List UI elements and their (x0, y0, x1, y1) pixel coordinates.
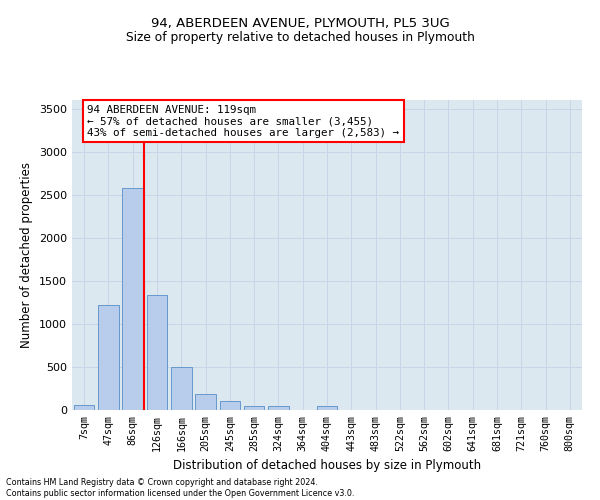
Text: Contains HM Land Registry data © Crown copyright and database right 2024.
Contai: Contains HM Land Registry data © Crown c… (6, 478, 355, 498)
Bar (195, 394, 216, 410)
Text: 94 ABERDEEN AVENUE: 119sqm
← 57% of detached houses are smaller (3,455)
43% of s: 94 ABERDEEN AVENUE: 119sqm ← 57% of deta… (88, 104, 400, 138)
Text: 94, ABERDEEN AVENUE, PLYMOUTH, PL5 3UG: 94, ABERDEEN AVENUE, PLYMOUTH, PL5 3UG (151, 18, 449, 30)
Y-axis label: Number of detached properties: Number of detached properties (20, 162, 34, 348)
Bar (220, 401, 240, 410)
Bar (317, 406, 337, 410)
Bar (146, 294, 167, 410)
Bar (244, 406, 265, 410)
Bar (171, 367, 191, 410)
Text: Size of property relative to detached houses in Plymouth: Size of property relative to detached ho… (125, 31, 475, 44)
Bar (268, 406, 289, 410)
Bar (98, 305, 119, 410)
Bar (122, 188, 143, 410)
X-axis label: Distribution of detached houses by size in Plymouth: Distribution of detached houses by size … (173, 459, 481, 472)
Bar (74, 406, 94, 410)
